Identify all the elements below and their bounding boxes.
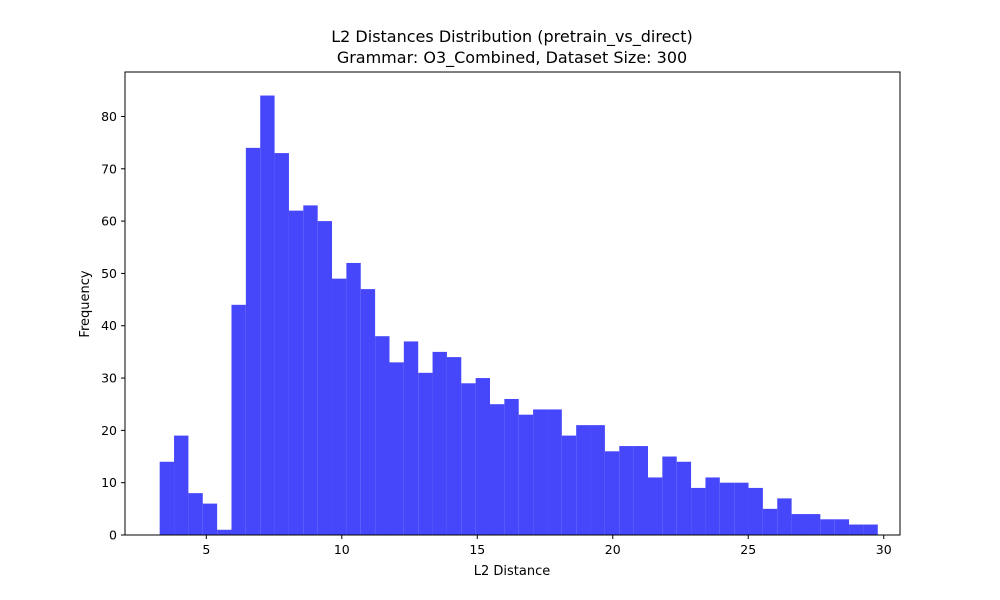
y-tick-label: 20: [101, 423, 117, 438]
histogram-bar: [217, 529, 232, 535]
histogram-bar: [418, 372, 433, 535]
histogram-bar: [475, 378, 491, 535]
histogram-bar: [533, 409, 548, 535]
histogram-bar: [633, 446, 648, 535]
histogram-bar: [547, 409, 562, 535]
histogram-bar: [619, 446, 634, 535]
histogram-bar: [777, 498, 792, 535]
histogram-bar: [346, 262, 361, 535]
histogram-bar: [260, 95, 275, 536]
histogram-bar: [174, 435, 189, 535]
histogram-bar: [375, 336, 390, 535]
histogram-bar: [202, 503, 218, 535]
histogram-bar: [490, 404, 505, 535]
chart-subtitle: Grammar: O3_Combined, Dataset Size: 300: [337, 48, 687, 68]
histogram-bar: [389, 362, 404, 535]
y-tick-label: 0: [109, 528, 117, 543]
y-tick-label: 70: [101, 161, 117, 176]
histogram-bar: [303, 205, 318, 535]
histogram-bar: [762, 508, 778, 535]
histogram-bar: [705, 477, 720, 535]
y-tick-label: 30: [101, 371, 117, 386]
histogram-bar: [432, 351, 447, 535]
histogram-bar: [691, 487, 706, 535]
x-axis-ticks: 5 10 15 20 25 30: [202, 535, 892, 557]
histogram-bar: [576, 425, 591, 535]
histogram-bar: [604, 451, 620, 535]
histogram-bar: [360, 289, 376, 535]
y-tick-label: 50: [101, 266, 117, 281]
histogram-bar: [805, 514, 821, 535]
histogram-bar: [504, 398, 519, 535]
histogram-bar: [274, 153, 289, 535]
chart-title: L2 Distances Distribution (pretrain_vs_d…: [331, 27, 693, 47]
y-tick-label: 80: [101, 109, 117, 124]
histogram-bar: [719, 482, 735, 535]
histogram-bar: [188, 493, 203, 535]
histogram-bar: [849, 524, 864, 535]
histogram-bar: [561, 435, 577, 535]
histogram-bar: [791, 514, 806, 535]
plot-frame: [124, 71, 901, 536]
x-tick-label: 10: [334, 542, 350, 557]
y-axis-ticks: 0 10 20 30 40 50 60 70 80: [101, 109, 125, 543]
x-axis-label: L2 Distance: [474, 564, 551, 579]
histogram-bar: [317, 221, 333, 536]
histogram-bar: [332, 278, 347, 535]
histogram-bar: [590, 425, 605, 535]
histogram-bar: [288, 210, 304, 535]
histogram-bar: [676, 461, 692, 535]
x-tick-label: 20: [605, 542, 621, 557]
histogram-bar: [863, 524, 878, 535]
x-tick-label: 15: [469, 542, 485, 557]
histogram-bars: [159, 95, 878, 536]
histogram-bar: [834, 519, 850, 535]
histogram-bar: [647, 477, 663, 535]
y-tick-label: 40: [101, 318, 117, 333]
histogram-bar: [159, 461, 175, 535]
histogram-bar: [518, 414, 534, 535]
histogram-bar: [748, 487, 763, 535]
x-tick-label: 30: [876, 542, 892, 557]
histogram-bar: [734, 482, 749, 535]
histogram-bar: [446, 357, 462, 535]
y-tick-label: 60: [101, 214, 117, 229]
y-tick-label: 10: [101, 475, 117, 490]
x-tick-label: 25: [740, 542, 756, 557]
y-axis-label: Frequency: [78, 270, 93, 337]
histogram-bar: [231, 304, 246, 535]
x-tick-label: 5: [202, 542, 210, 557]
histogram-bar: [245, 147, 261, 535]
histogram-bar: [461, 383, 476, 535]
histogram-bar: [662, 456, 677, 535]
histogram-bar: [403, 341, 419, 535]
histogram-bar: [820, 519, 835, 535]
